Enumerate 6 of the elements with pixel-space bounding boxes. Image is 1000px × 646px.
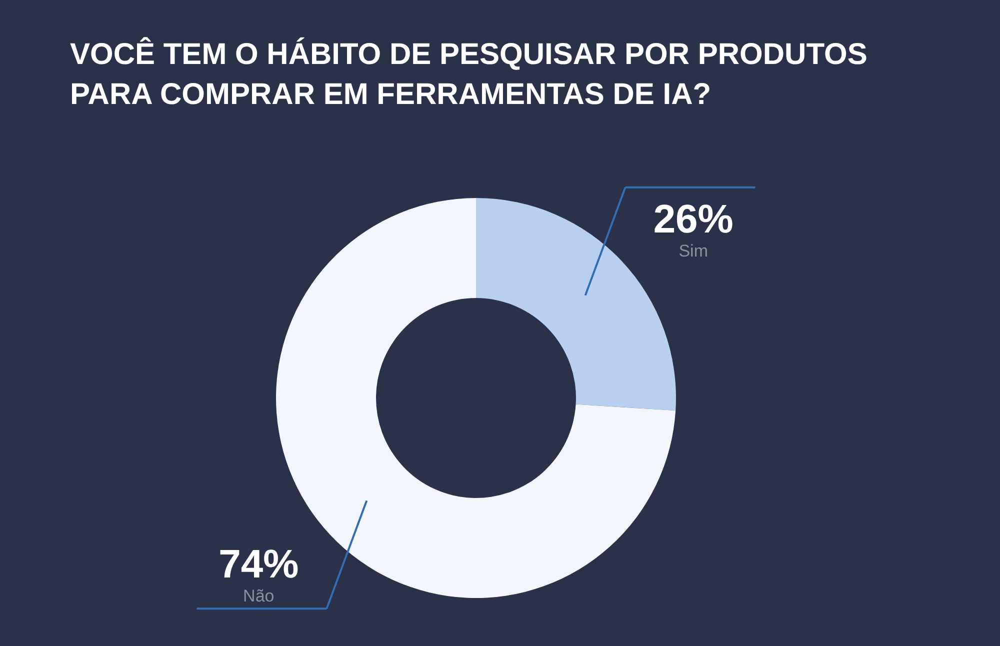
- data-label: 26%: [653, 197, 734, 242]
- text: PARA COMPRAR EM FERRAMENTAS DE IA?: [70, 78, 712, 111]
- data-label: 74%: [218, 542, 299, 587]
- text: VOCÊ TEM O HÁBITO DE PESQUISAR POR PRODUTOS: [70, 38, 868, 71]
- slice-label: Sim: [678, 241, 708, 260]
- slice-label: Não: [243, 586, 274, 606]
